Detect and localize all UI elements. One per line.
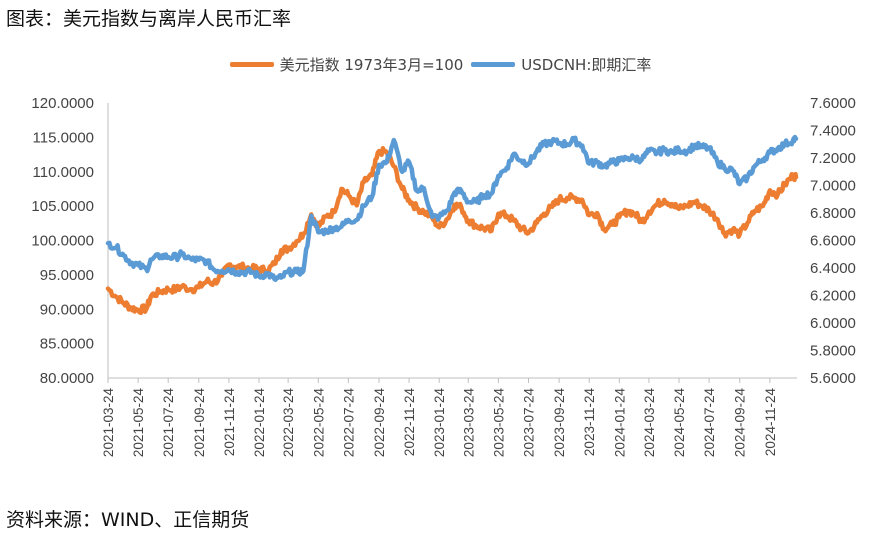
x-tick-label: 2021-03-24 xyxy=(101,388,116,458)
x-tick-label: 2022-05-24 xyxy=(311,388,326,458)
y-right-tick-label: 7.2000 xyxy=(810,150,856,167)
y-left-tick-label: 90.0000 xyxy=(40,301,94,318)
y-right-tick-label: 6.4000 xyxy=(810,260,856,277)
x-tick-label: 2021-07-24 xyxy=(161,388,176,458)
legend-label-usdcnh: USDCNH:即期汇率 xyxy=(521,56,652,74)
y-right-tick-label: 7.0000 xyxy=(810,178,856,195)
x-tick-label: 2022-03-24 xyxy=(281,388,296,458)
legend-item-usdcnh: USDCNH:即期汇率 xyxy=(471,54,651,75)
legend-label-usd-index: 美元指数 1973年3月=100 xyxy=(279,56,464,74)
y-left-tick-label: 105.0000 xyxy=(31,198,94,215)
x-tick-label: 2021-09-24 xyxy=(192,388,207,458)
x-tick-label: 2024-01-24 xyxy=(612,388,627,458)
x-tick-label: 2022-09-24 xyxy=(372,388,387,458)
x-tick-label: 2024-03-24 xyxy=(642,388,657,458)
y-right-tick-label: 5.8000 xyxy=(810,343,856,360)
y-right-tick-label: 6.6000 xyxy=(810,233,856,250)
legend-swatch-usd-index xyxy=(229,62,274,67)
source-note: 资料来源：WIND、正信期货 xyxy=(6,509,250,531)
x-tick-label: 2022-11-24 xyxy=(402,388,417,457)
y-left-tick-label: 100.0000 xyxy=(31,233,94,250)
y-right-tick-label: 6.8000 xyxy=(810,205,856,222)
y-left-tick-label: 115.0000 xyxy=(33,129,94,146)
x-tick-label: 2021-11-24 xyxy=(222,388,237,457)
y-right-tick-label: 5.6000 xyxy=(810,370,856,387)
chart-title: 图表：美元指数与离岸人民币汇率 xyxy=(6,8,292,30)
legend: 美元指数 1973年3月=100 USDCNH:即期汇率 xyxy=(0,54,881,75)
x-tick-label: 2021-05-24 xyxy=(131,388,146,458)
series-line-usd-index xyxy=(105,145,799,316)
x-tick-label: 2022-01-24 xyxy=(252,388,267,458)
legend-item-usd-index: 美元指数 1973年3月=100 xyxy=(229,54,464,75)
x-tick-label: 2024-05-24 xyxy=(672,388,687,458)
x-tick-label: 2023-07-24 xyxy=(522,388,537,458)
y-left-tick-label: 80.0000 xyxy=(40,370,94,387)
y-right-tick-label: 7.6000 xyxy=(810,95,856,112)
x-tick-label: 2023-01-24 xyxy=(432,388,447,458)
x-tick-label: 2023-03-24 xyxy=(461,388,476,458)
y-left-tick-label: 110.0000 xyxy=(33,164,94,181)
y-right-tick-label: 6.0000 xyxy=(810,315,856,332)
y-right-tick-label: 6.2000 xyxy=(810,288,856,305)
y-left-tick-label: 95.0000 xyxy=(40,267,94,284)
x-tick-label: 2023-09-24 xyxy=(552,388,567,458)
x-tick-label: 2023-05-24 xyxy=(491,388,506,458)
y-left-tick-label: 85.0000 xyxy=(40,336,94,353)
x-tick-label: 2024-11-24 xyxy=(763,388,778,457)
x-tick-label: 2024-07-24 xyxy=(702,388,717,458)
y-left-tick-label: 120.0000 xyxy=(31,95,94,112)
legend-swatch-usdcnh xyxy=(471,62,516,67)
x-tick-label: 2023-11-24 xyxy=(582,388,597,457)
y-right-tick-label: 7.4000 xyxy=(810,123,856,140)
x-tick-label: 2024-09-24 xyxy=(733,388,748,458)
x-tick-label: 2022-07-24 xyxy=(341,388,356,458)
series-line-usdcnh xyxy=(105,134,799,283)
